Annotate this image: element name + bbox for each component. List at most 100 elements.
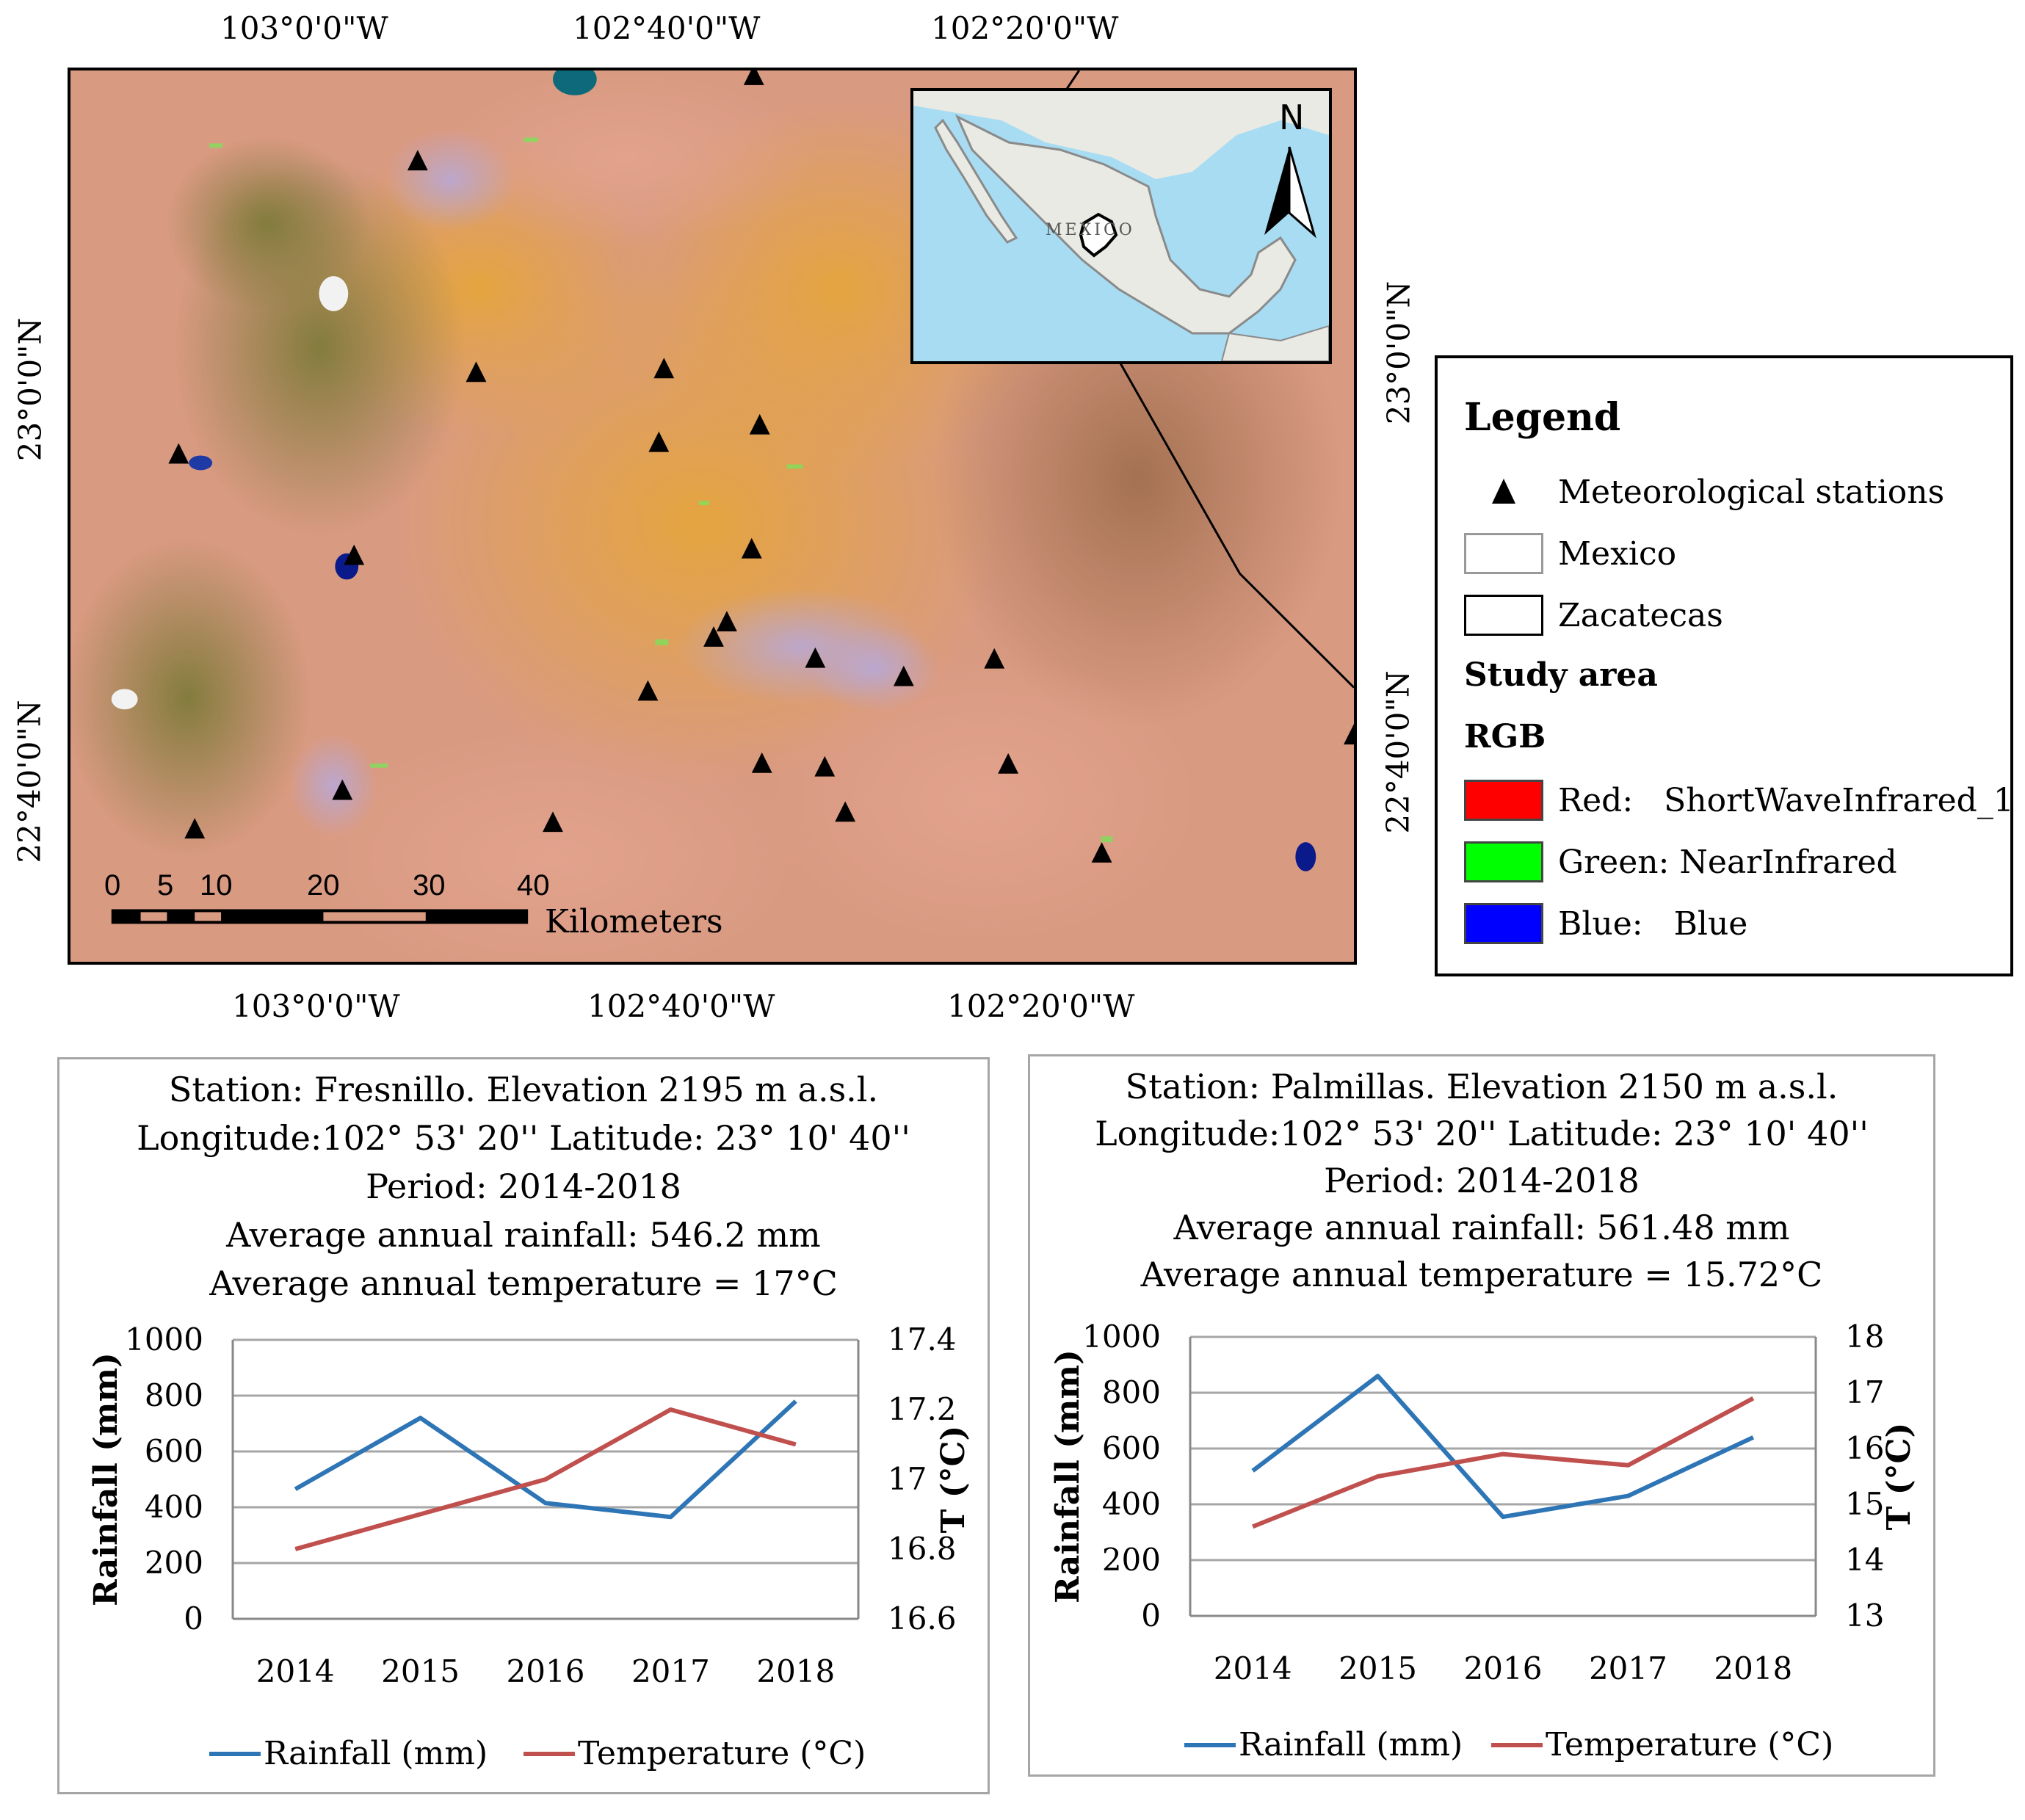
y2-tick-label: 17.4	[888, 1322, 957, 1357]
y-tick-label: 800	[145, 1377, 203, 1413]
scale-bar	[111, 909, 529, 924]
bottom-longitude-label: 102°40'0"W	[587, 988, 775, 1024]
fresnillo-chart: Station: Fresnillo. Elevation 2195 m a.s…	[57, 1057, 990, 1794]
y-tick-label: 1000	[1082, 1319, 1161, 1355]
station-triangle-icon	[984, 648, 1005, 669]
legend-item-blue-band: Blue: Blue	[1464, 902, 1747, 946]
chart-title-line: Station: Fresnillo. Elevation 2195 m a.s…	[168, 1070, 879, 1109]
chart-title-line: Average annual temperature = 17°C	[209, 1264, 838, 1303]
y-tick-label: 1000	[125, 1322, 203, 1357]
station-triangle-icon	[168, 443, 189, 464]
y2-tick-label: 17	[1845, 1374, 1884, 1410]
y-tick-label: 0	[1141, 1598, 1161, 1634]
legend-label: Zacatecas	[1558, 596, 1723, 634]
legend-label: Mexico	[1558, 534, 1677, 573]
y-tick-label: 600	[145, 1433, 203, 1469]
scale-tick-label: 40	[517, 869, 550, 902]
scale-unit-label: Kilometers	[545, 903, 723, 940]
legend-item-mexico: Mexico	[1464, 532, 1676, 576]
chart-title-line: Period: 2014-2018	[366, 1167, 681, 1206]
y2-tick-label: 13	[1845, 1598, 1884, 1634]
chart-plot: 0 200 400 600 800 1000 16.6 16.8 17 17.2 17.4 2014 2…	[87, 1322, 972, 1772]
rgb-heading: RGB	[1464, 718, 1546, 755]
station-triangle-icon	[805, 647, 826, 668]
chart-title-line: Average annual rainfall: 561.48 mm	[1173, 1208, 1790, 1247]
y2-tick-label: 17.2	[888, 1391, 957, 1427]
y2-tick-label: 14	[1845, 1542, 1884, 1578]
x-tick-label: 2017	[1589, 1650, 1667, 1686]
zacatecas-swatch	[1464, 595, 1543, 636]
x-tick-label: 2015	[1338, 1650, 1417, 1686]
x-tick-label: 2014	[256, 1653, 335, 1689]
top-longitude-label: 103°0'0"W	[220, 10, 388, 46]
chart-title-line: Average annual rainfall: 546.2 mm	[226, 1215, 821, 1255]
station-triangle-icon	[893, 665, 914, 686]
chart-title-line: Average annual temperature = 15.72°C	[1140, 1255, 1823, 1294]
x-tick-label: 2017	[631, 1653, 710, 1689]
station-triangle-icon	[751, 752, 772, 773]
legend-label: Meteorological stations	[1558, 473, 1945, 511]
legend: Legend Meteorological stations Mexico Za…	[1435, 355, 2014, 976]
legend-item-red-band: Red: ShortWaveInfrared_1	[1464, 778, 2014, 822]
top-longitude-label: 102°20'0"W	[931, 10, 1119, 46]
station-triangle-icon	[332, 779, 353, 800]
y-tick-label: 800	[1102, 1374, 1161, 1410]
y2-tick-label: 16.6	[888, 1600, 957, 1636]
x-tick-label: 2014	[1214, 1650, 1292, 1686]
left-latitude-label: 22°40'0"N	[11, 700, 48, 863]
inset-country-label: MEXICO	[1046, 221, 1135, 239]
chart-title-line: Period: 2014-2018	[1324, 1161, 1640, 1200]
right-latitude-label: 23°0'0"N	[1380, 280, 1417, 425]
palmillas-chart: Station: Palmillas. Elevation 2150 m a.s…	[1028, 1054, 1935, 1777]
legend-label: Green: NearInfrared	[1558, 843, 1897, 881]
legend-title: Legend	[1464, 395, 1621, 440]
legend-item-zacatecas: Zacatecas	[1464, 593, 1723, 637]
station-triangle-icon	[637, 680, 659, 701]
y2-tick-label: 15	[1845, 1486, 1884, 1522]
bottom-longitude-label: 102°20'0"W	[947, 988, 1135, 1024]
station-triangle-icon	[716, 611, 737, 631]
y-tick-label: 0	[184, 1600, 203, 1636]
y-axis-label: Rainfall (mm)	[87, 1352, 125, 1606]
series-line	[294, 1399, 797, 1520]
scale-tick-label: 5	[157, 869, 174, 902]
study-area-heading: Study area	[1464, 656, 1658, 694]
chart-legend-label: Temperature (°C)	[578, 1735, 866, 1772]
chart-title-line: Longitude:102° 53' 20'' Latitude: 23° 10…	[1095, 1114, 1869, 1153]
scale-tick-label: 30	[413, 869, 446, 902]
bottom-longitude-label: 103°0'0"W	[232, 988, 400, 1024]
meteorological-stations	[168, 70, 1354, 863]
station-triangle-icon	[1464, 471, 1543, 512]
station-triangle-icon	[407, 150, 428, 171]
station-triangle-icon	[703, 626, 724, 647]
top-longitude-label: 102°40'0"W	[573, 10, 761, 46]
legend-item-stations: Meteorological stations	[1464, 470, 1944, 514]
series-line	[1251, 1374, 1755, 1520]
series-line	[294, 1407, 797, 1551]
legend-label: Red: ShortWaveInfrared_1	[1558, 781, 2014, 819]
x-tick-label: 2018	[756, 1653, 835, 1689]
water-body-icon	[1295, 842, 1316, 871]
scale-tick-label: 0	[104, 869, 121, 902]
chart-plot: 0 200 400 600 800 1000 13 14 15 16 17 18 2014 2015 201…	[1049, 1319, 1918, 1763]
station-triangle-icon	[835, 801, 856, 822]
chart-title-line: Station: Palmillas. Elevation 2150 m a.s…	[1125, 1067, 1839, 1106]
mexico-locator-inset: MEXICO N	[910, 88, 1332, 364]
station-triangle-icon	[648, 431, 670, 452]
red-band-swatch	[1464, 780, 1543, 821]
water-body-icon	[189, 455, 213, 471]
green-band-swatch	[1464, 841, 1543, 882]
mexico-swatch	[1464, 533, 1543, 574]
mexico-locator-canvas: MEXICO N	[913, 91, 1329, 361]
station-triangle-icon	[653, 358, 675, 379]
y2-tick-label: 18	[1845, 1319, 1884, 1355]
scale-tick-label: 20	[307, 869, 340, 902]
station-triangle-icon	[543, 811, 563, 833]
x-tick-label: 2016	[1464, 1650, 1543, 1686]
chart-legend-label: Rainfall (mm)	[264, 1735, 488, 1772]
y2-axis-label: T (°C)	[935, 1426, 972, 1534]
station-triangle-icon	[466, 361, 487, 383]
y-tick-label: 400	[145, 1489, 203, 1525]
y2-tick-label: 16	[1845, 1430, 1884, 1466]
station-triangle-icon	[749, 413, 770, 435]
